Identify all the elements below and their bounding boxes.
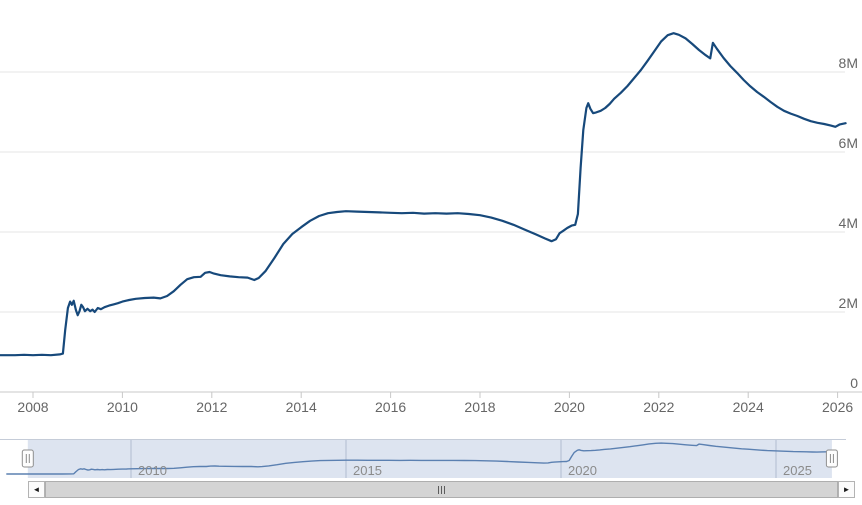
x-axis-label: 2014 (286, 399, 317, 415)
scrollbar-left-arrow-icon: ◄ (32, 484, 41, 494)
scrollbar-right-arrow-icon: ► (842, 484, 851, 494)
x-axis-label: 2026 (822, 399, 853, 415)
x-axis-label: 2012 (196, 399, 227, 415)
navigator-year-label: 2015 (353, 463, 382, 478)
x-axis-label: 2022 (643, 399, 674, 415)
navigator-mask[interactable] (27, 440, 832, 478)
x-axis-label: 2020 (554, 399, 585, 415)
main-chart: 2008 2010 2012 2014 2016 2018 2020 2022 2024 2026… (0, 0, 862, 478)
navigator-year-label: 2020 (568, 463, 597, 478)
y-axis-label: 4M (839, 215, 858, 231)
y-axis-label: 2M (839, 295, 858, 311)
navigator-right-handle[interactable] (825, 449, 838, 468)
y-axis-label: 6M (839, 135, 858, 151)
x-axis-label: 2008 (17, 399, 48, 415)
scrollbar-left-button[interactable]: ◄ (28, 481, 45, 498)
scrollbar-grip-icon (438, 485, 445, 494)
plot-area[interactable] (0, 0, 845, 392)
series-line (0, 32, 847, 357)
navigator-year-label: 2010 (138, 463, 167, 478)
x-axis-label: 2010 (107, 399, 138, 415)
x-axis-label: 2024 (733, 399, 764, 415)
y-axis-label: 8M (839, 55, 858, 71)
scrollbar[interactable]: ◄ ► (28, 481, 855, 498)
navigator-series-line (6, 442, 827, 475)
scrollbar-thumb[interactable] (45, 481, 838, 498)
scrollbar-right-button[interactable]: ► (838, 481, 855, 498)
scrollbar-track[interactable] (45, 481, 838, 498)
navigator-left-handle[interactable] (21, 449, 34, 468)
x-axis-label: 2018 (464, 399, 495, 415)
y-axis-label: 0 (850, 375, 858, 391)
navigator-year-label: 2025 (783, 463, 812, 478)
x-axis-label: 2016 (375, 399, 406, 415)
